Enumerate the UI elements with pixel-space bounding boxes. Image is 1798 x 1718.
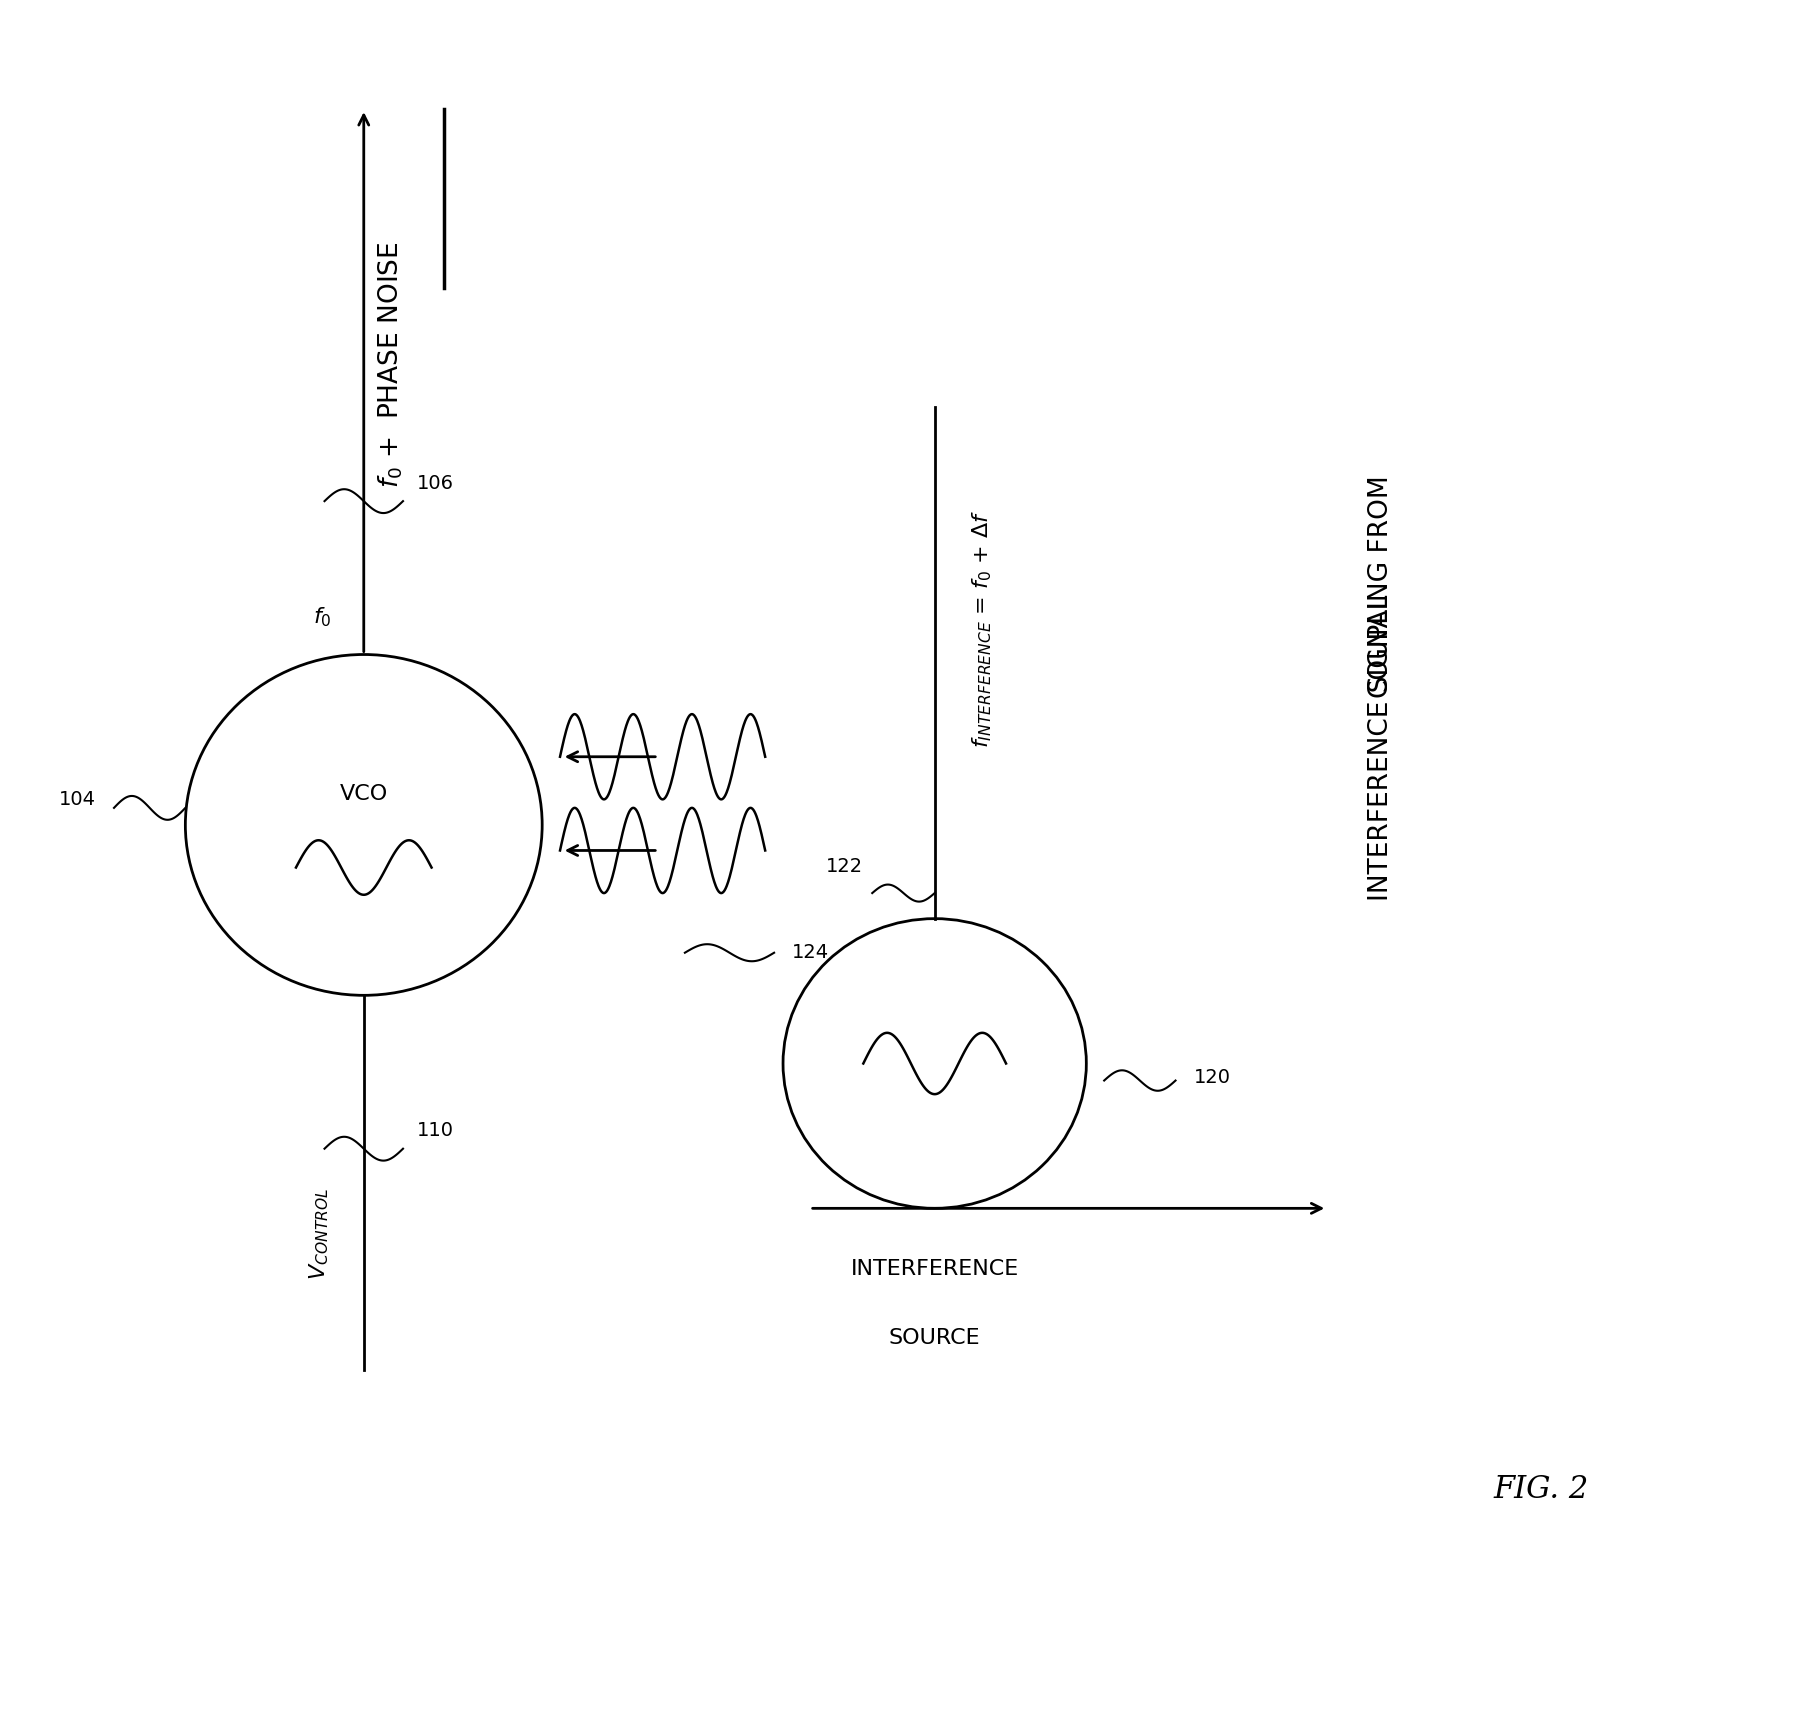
Text: INTERFERENCE SIGNAL: INTERFERENCE SIGNAL bbox=[1368, 594, 1393, 902]
Text: 110: 110 bbox=[417, 1122, 455, 1141]
Text: VCO: VCO bbox=[340, 783, 388, 804]
Text: $f_0$: $f_0$ bbox=[313, 605, 331, 629]
Text: 120: 120 bbox=[1194, 1067, 1230, 1086]
Text: FIG. 2: FIG. 2 bbox=[1494, 1474, 1589, 1505]
Text: $V_{CONTROL}$: $V_{CONTROL}$ bbox=[307, 1187, 331, 1280]
Text: INTERFERENCE: INTERFERENCE bbox=[850, 1259, 1019, 1280]
Text: 106: 106 bbox=[417, 474, 455, 493]
Text: 124: 124 bbox=[791, 943, 829, 962]
Text: SOURCE: SOURCE bbox=[888, 1328, 980, 1347]
Text: $f_0$ +  PHASE NOISE: $f_0$ + PHASE NOISE bbox=[376, 242, 405, 488]
Text: 122: 122 bbox=[827, 857, 863, 876]
Text: COUPLING FROM: COUPLING FROM bbox=[1368, 474, 1393, 698]
Text: 104: 104 bbox=[59, 790, 95, 809]
Text: $f_{INTERFERENCE}$ = $f_0$ + $\Delta f$: $f_{INTERFERENCE}$ = $f_0$ + $\Delta f$ bbox=[971, 510, 994, 749]
